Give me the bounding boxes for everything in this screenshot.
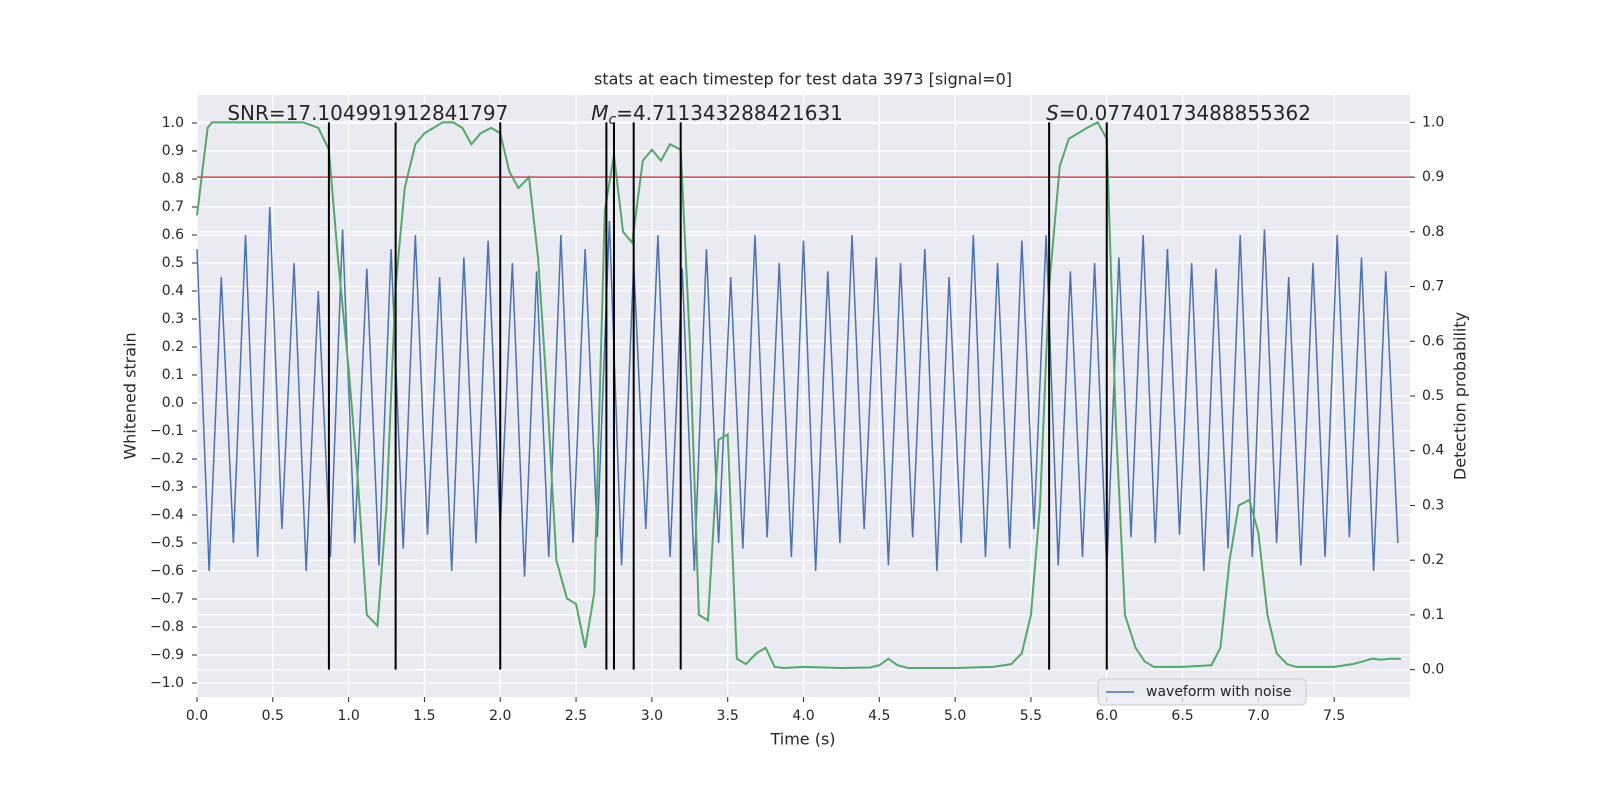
- series-line: [196, 206, 1399, 577]
- x-tick-label: 2.5: [565, 708, 587, 724]
- x-tick-label: 2.0: [489, 708, 511, 724]
- y-tick-label: 1.0: [162, 115, 184, 131]
- y-tick-label: 0.0: [162, 395, 184, 411]
- y2-tick-label: 0.9: [1422, 169, 1444, 185]
- x-tick-label: 3.5: [717, 708, 739, 724]
- y-tick-label: 0.9: [162, 143, 184, 159]
- annotation-symbol: M: [591, 101, 608, 125]
- y-tick-label: −1.0: [150, 675, 184, 691]
- y2-tick-label: 0.7: [1422, 279, 1444, 295]
- y-tick-label: −0.1: [150, 423, 184, 439]
- y2-tick-label: 0.3: [1422, 497, 1444, 513]
- labels: 0.0 0.5 1.0 1.5 2.0 2.5 3.0 3.5 4.0 4.5 5.0 5.5 6.0 6…: [150, 101, 1444, 725]
- y2-axis-label: Detection probability: [1451, 312, 1470, 480]
- series-line: [196, 121, 1401, 669]
- y-tick-label: 0.3: [162, 311, 184, 327]
- x-tick-label: 1.0: [337, 708, 359, 724]
- y-tick-label: 0.5: [162, 255, 184, 271]
- y2-tick-label: 0.4: [1422, 443, 1444, 459]
- grid: [196, 95, 1410, 697]
- x-tick-label: 0.5: [262, 708, 284, 724]
- y-tick-label: −0.6: [150, 563, 184, 579]
- y-tick-label: −0.3: [150, 479, 184, 495]
- y-tick-label: −0.8: [150, 619, 184, 635]
- annotation-text: SNR=17.104991912841797: [227, 101, 508, 125]
- y2-tick-label: 0.1: [1422, 607, 1444, 623]
- x-tick-label: 7.0: [1247, 708, 1269, 724]
- annotation: Mc=4.711343288421631: [591, 101, 843, 129]
- x-tick-label: 5.5: [1020, 708, 1042, 724]
- y2-tick-label: 0.5: [1422, 388, 1444, 404]
- annotation-text: =4.711343288421631: [616, 101, 843, 125]
- y-tick-label: −0.4: [150, 507, 184, 523]
- annotation-subscript: c: [608, 112, 616, 128]
- y-tick-label: 0.7: [162, 199, 184, 215]
- y2-tick-label: 0.8: [1422, 224, 1444, 240]
- y2-tick-label: 0.6: [1422, 333, 1444, 349]
- y-tick-label: 0.4: [162, 283, 184, 299]
- x-tick-label: 4.0: [792, 708, 814, 724]
- x-tick-label: 1.5: [413, 708, 435, 724]
- y2-tick-label: 0.0: [1422, 662, 1444, 678]
- y-tick-label: −0.7: [150, 591, 184, 607]
- x-tick-label: 3.0: [641, 708, 663, 724]
- x-tick-label: 6.0: [1096, 708, 1118, 724]
- marks: [196, 121, 1410, 670]
- x-tick-label: 5.0: [944, 708, 966, 724]
- chart-title: stats at each timestep for test data 397…: [594, 70, 1012, 89]
- legend: waveform with noise: [1097, 678, 1307, 706]
- y-tick-label: 0.1: [162, 367, 184, 383]
- annotation-text: =0.07740173488855362: [1059, 101, 1311, 125]
- y2-tick-label: 0.2: [1422, 552, 1444, 568]
- y-tick-label: 0.6: [162, 227, 184, 243]
- y-tick-label: −0.2: [150, 451, 184, 467]
- y-axis-label: Whitened strain: [121, 332, 140, 459]
- y-tick-label: −0.5: [150, 535, 184, 551]
- legend-label: waveform with noise: [1146, 684, 1291, 700]
- annotation-symbol: S: [1046, 101, 1059, 125]
- x-axis-label: Time (s): [769, 730, 835, 749]
- annotation: S=0.07740173488855362: [1046, 101, 1311, 125]
- x-tick-label: 7.5: [1323, 708, 1345, 724]
- annotation: SNR=17.104991912841797: [227, 101, 508, 125]
- x-tick-label: 6.5: [1171, 708, 1193, 724]
- y2-tick-label: 1.0: [1422, 114, 1444, 130]
- y-tick-label: 0.2: [162, 339, 184, 355]
- legend-box: [1097, 678, 1307, 706]
- y-tick-label: 0.8: [162, 171, 184, 187]
- y-tick-label: −0.9: [150, 647, 184, 663]
- x-tick-label: 0.0: [186, 708, 208, 724]
- x-tick-label: 4.5: [868, 708, 890, 724]
